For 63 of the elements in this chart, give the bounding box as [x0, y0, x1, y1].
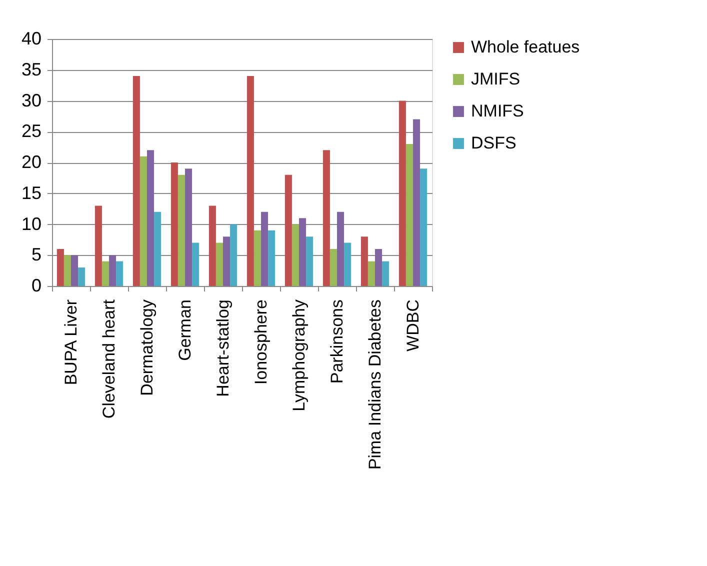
x-tick-label: Parkinsons — [328, 300, 346, 384]
bar — [170, 162, 178, 286]
x-tick-label: Lymphography — [290, 299, 308, 412]
bar — [306, 236, 314, 286]
bar — [284, 174, 292, 286]
x-tick-label: Ionosphere — [252, 300, 270, 385]
bar — [78, 267, 86, 286]
bar — [261, 212, 268, 286]
bar — [330, 248, 337, 286]
bar — [109, 255, 116, 286]
bar — [147, 150, 154, 286]
bar — [216, 242, 223, 286]
y-tick-label: 10 — [21, 214, 42, 234]
bar — [398, 100, 406, 286]
bar — [208, 206, 216, 286]
bar — [192, 242, 200, 286]
x-tick-label: Heart-statlog — [214, 300, 232, 397]
bar — [132, 76, 140, 286]
x-tick-label: German — [176, 300, 194, 361]
y-tick-label: 30 — [21, 90, 42, 110]
bar — [178, 174, 185, 286]
bar — [299, 218, 306, 286]
bar — [292, 224, 299, 286]
y-tick-label: 40 — [21, 28, 42, 48]
bar — [140, 156, 147, 286]
bar — [230, 224, 238, 286]
legend-label: NMIFS — [471, 102, 524, 120]
bar — [246, 76, 254, 286]
x-tick-label: Dermatology — [138, 299, 156, 396]
bar — [64, 255, 71, 286]
y-tick-label: 25 — [21, 121, 42, 142]
bar — [420, 168, 428, 286]
bar — [268, 230, 276, 286]
x-tick-label: Cleveland heart — [100, 299, 118, 419]
bar — [375, 248, 382, 286]
bar — [102, 261, 109, 286]
legend-label: JMIFS — [471, 70, 520, 88]
x-tick-label: BUPA Liver — [62, 299, 80, 386]
bar — [223, 236, 230, 286]
bar — [154, 212, 162, 286]
bar — [406, 144, 413, 286]
bar — [382, 261, 390, 286]
bar — [413, 119, 420, 286]
bar — [185, 168, 192, 286]
bar — [368, 261, 375, 286]
bar — [337, 212, 344, 286]
y-tick-label: 20 — [21, 152, 42, 172]
y-tick-label: 0 — [31, 276, 42, 296]
x-tick-label: Pima Indians Diabetes — [366, 300, 384, 470]
bar — [56, 248, 64, 286]
bar — [116, 261, 124, 286]
legend-label: DSFS — [471, 134, 516, 152]
bar — [322, 150, 330, 286]
bar — [360, 236, 368, 286]
bar — [344, 242, 352, 286]
y-tick-label: 15 — [21, 182, 42, 203]
x-tick-label: WDBC — [404, 300, 422, 352]
bar — [94, 206, 102, 286]
y-tick-label: 5 — [31, 244, 42, 265]
bar — [254, 230, 261, 286]
legend-label: Whole featues — [471, 38, 580, 56]
y-tick-label: 35 — [21, 59, 42, 80]
bar — [71, 255, 78, 286]
